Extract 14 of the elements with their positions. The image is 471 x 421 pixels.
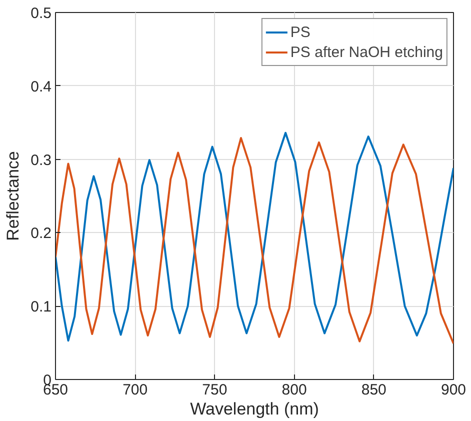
- y-axis-title: Reflectance: [4, 151, 23, 241]
- x-tick-label: 800: [282, 382, 307, 398]
- y-tick-label: 0.5: [30, 5, 52, 22]
- legend-label: PS: [290, 23, 310, 41]
- x-tick-label: 850: [361, 382, 386, 398]
- x-tick-label: 900: [440, 382, 466, 398]
- y-tick-label: 0.1: [30, 298, 52, 316]
- x-tick-label: 750: [202, 382, 228, 398]
- y-tick-label: 0.2: [30, 225, 52, 242]
- y-tick-label: 0.3: [30, 152, 52, 169]
- y-tick-label: 0.4: [30, 78, 52, 96]
- x-tick-label: 700: [122, 382, 148, 398]
- legend-label: PS after NaOH etching: [290, 43, 443, 61]
- x-axis-title: Wavelength (nm): [190, 400, 319, 418]
